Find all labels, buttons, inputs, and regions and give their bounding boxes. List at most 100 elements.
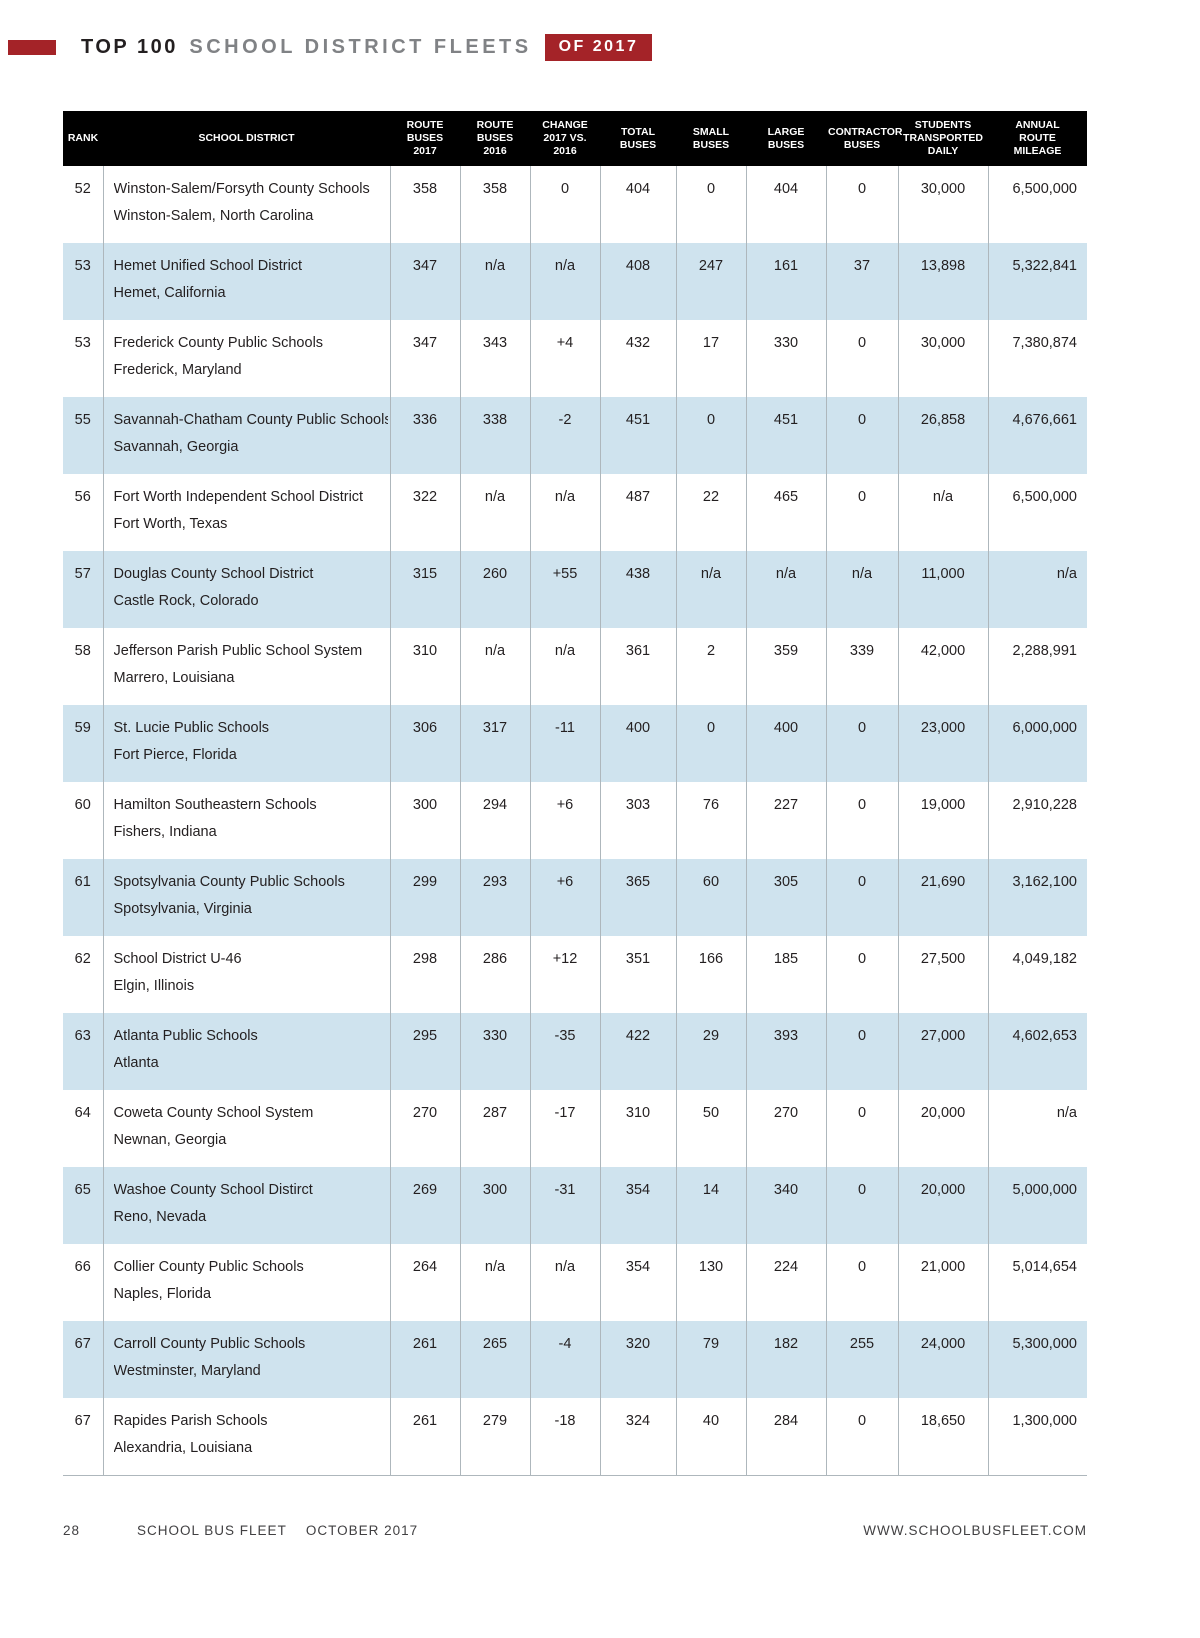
col-header-change: CHANGE 2017 VS. 2016: [530, 111, 600, 166]
route-buses-2017-cell: 264: [390, 1244, 461, 1321]
contractor-buses-cell: 0: [826, 1244, 899, 1321]
route-buses-2017-cell: 322: [390, 474, 461, 551]
rank-cell: 60: [63, 782, 104, 859]
table-row: 62 School District U-46 Elgin, Illinois …: [63, 936, 1087, 1013]
district-cell: Fort Worth Independent School District F…: [103, 474, 391, 551]
district-city: Savannah, Georgia: [113, 439, 239, 455]
small-buses-cell: n/a: [676, 551, 747, 628]
table-row: 53 Frederick County Public Schools Frede…: [63, 320, 1087, 397]
district-cell: Atlanta Public Schools Atlanta: [103, 1013, 391, 1090]
rank-cell: 63: [63, 1013, 104, 1090]
total-buses-cell: 354: [600, 1244, 677, 1321]
total-buses-cell: 422: [600, 1013, 677, 1090]
table-body: 52 Winston-Salem/Forsyth County Schools …: [63, 166, 1087, 1476]
district-city: Marrero, Louisiana: [113, 670, 235, 686]
rank-cell: 57: [63, 551, 104, 628]
district-cell: Collier County Public Schools Naples, Fl…: [103, 1244, 391, 1321]
district-city: Fort Pierce, Florida: [113, 747, 237, 763]
small-buses-cell: 14: [676, 1167, 747, 1244]
route-buses-2016-cell: 265: [460, 1321, 531, 1398]
contractor-buses-cell: 0: [826, 859, 899, 936]
route-buses-2016-cell: 358: [460, 166, 531, 243]
total-buses-cell: 404: [600, 166, 677, 243]
route-buses-2017-cell: 336: [390, 397, 461, 474]
annual-mileage-cell: 3,162,100: [988, 859, 1087, 936]
table-row: 64 Coweta County School System Newnan, G…: [63, 1090, 1087, 1167]
of-2017-badge: OF 2017: [544, 33, 653, 61]
table-row: 53 Hemet Unified School District Hemet, …: [63, 243, 1087, 320]
contractor-buses-cell: 255: [826, 1321, 899, 1398]
rank-cell: 66: [63, 1244, 104, 1321]
district-cell: Winston-Salem/Forsyth County Schools Win…: [103, 166, 391, 243]
change-cell: -18: [530, 1398, 601, 1476]
table-row: 60 Hamilton Southeastern Schools Fishers…: [63, 782, 1087, 859]
large-buses-cell: 284: [746, 1398, 827, 1476]
annual-mileage-cell: 5,322,841: [988, 243, 1087, 320]
rank-cell: 56: [63, 474, 104, 551]
route-buses-2017-cell: 261: [390, 1398, 461, 1476]
district-city: Westminster, Maryland: [113, 1363, 261, 1379]
district-cell: Savannah-Chatham County Public Schools S…: [103, 397, 391, 474]
route-buses-2016-cell: 300: [460, 1167, 531, 1244]
large-buses-cell: 400: [746, 705, 827, 782]
change-cell: 0: [530, 166, 601, 243]
fleet-table: RANK SCHOOL DISTRICT ROUTE BUSES 2017 RO…: [63, 111, 1087, 1476]
magazine-page: TOP 100 SCHOOL DISTRICT FLEETS OF 2017 R…: [8, 33, 1087, 1538]
district-city: Newnan, Georgia: [113, 1132, 227, 1148]
route-buses-2017-cell: 261: [390, 1321, 461, 1398]
large-buses-cell: 161: [746, 243, 827, 320]
small-buses-cell: 17: [676, 320, 747, 397]
route-buses-2016-cell: 338: [460, 397, 531, 474]
small-buses-cell: 2: [676, 628, 747, 705]
route-buses-2016-cell: 279: [460, 1398, 531, 1476]
district-city: Naples, Florida: [113, 1286, 212, 1302]
district-name: Douglas County School District: [113, 566, 314, 582]
table-row: 65 Washoe County School Distirct Reno, N…: [63, 1167, 1087, 1244]
large-buses-cell: 270: [746, 1090, 827, 1167]
small-buses-cell: 0: [676, 705, 747, 782]
page-title-main: TOP 100: [81, 35, 178, 58]
route-buses-2017-cell: 310: [390, 628, 461, 705]
district-city: Castle Rock, Colorado: [113, 593, 259, 609]
students-daily-cell: 21,000: [898, 1244, 989, 1321]
route-buses-2016-cell: 330: [460, 1013, 531, 1090]
district-cell: Frederick County Public Schools Frederic…: [103, 320, 391, 397]
total-buses-cell: 310: [600, 1090, 677, 1167]
district-name: Rapides Parish Schools: [113, 1413, 268, 1429]
large-buses-cell: 451: [746, 397, 827, 474]
route-buses-2016-cell: 294: [460, 782, 531, 859]
district-cell: Carroll County Public Schools Westminste…: [103, 1321, 391, 1398]
large-buses-cell: 185: [746, 936, 827, 1013]
total-buses-cell: 451: [600, 397, 677, 474]
annual-mileage-cell: 1,300,000: [988, 1398, 1087, 1476]
col-header-total-buses: TOTAL BUSES: [600, 111, 676, 166]
route-buses-2017-cell: 347: [390, 320, 461, 397]
students-daily-cell: 13,898: [898, 243, 989, 320]
annual-mileage-cell: 2,288,991: [1012, 643, 1077, 659]
district-cell: School District U-46 Elgin, Illinois: [103, 936, 391, 1013]
contractor-buses-cell: 0: [826, 320, 899, 397]
district-cell: Washoe County School Distirct Reno, Neva…: [103, 1167, 391, 1244]
students-daily-cell: 23,000: [898, 705, 989, 782]
district-name: Frederick County Public Schools: [113, 335, 324, 351]
annual-mileage-cell: 7,380,874: [1012, 335, 1077, 351]
small-buses-cell: 0: [676, 166, 747, 243]
district-name: School District U-46: [113, 951, 242, 967]
annual-mileage-cell: 5,300,000: [988, 1321, 1087, 1398]
table-row: 63 Atlanta Public Schools Atlanta 295 33…: [63, 1013, 1087, 1090]
students-daily-cell: 21,690: [898, 859, 989, 936]
district-city: Fort Worth, Texas: [113, 516, 228, 532]
change-cell: n/a: [530, 243, 601, 320]
page-footer: 28 SCHOOL BUS FLEET OCTOBER 2017 WWW.SCH…: [63, 1523, 1087, 1538]
contractor-buses-cell: 0: [826, 166, 899, 243]
district-cell: Hemet Unified School District Hemet, Cal…: [103, 243, 391, 320]
annual-mileage-cell: 5,000,000: [988, 1167, 1087, 1244]
district-city: Spotsylvania, Virginia: [113, 901, 252, 917]
route-buses-2017-cell: 299: [390, 859, 461, 936]
table-row: 59 St. Lucie Public Schools Fort Pierce,…: [63, 705, 1087, 782]
rank-cell: 55: [63, 397, 104, 474]
district-city: Reno, Nevada: [113, 1209, 207, 1225]
contractor-buses-cell: 0: [826, 782, 899, 859]
students-daily-cell: 27,000: [898, 1013, 989, 1090]
rank-cell: 65: [63, 1167, 104, 1244]
